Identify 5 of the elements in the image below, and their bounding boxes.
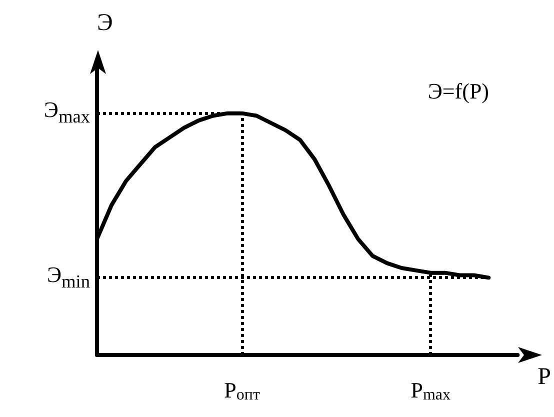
- ref-line-label: Э$_{max}$: [44, 97, 90, 129]
- ref-line-label: Э$_{min}$: [46, 262, 90, 294]
- text: Э=f(P): [428, 78, 490, 104]
- y-axis-title: Э: [97, 10, 113, 36]
- x-axis-title: P: [538, 364, 552, 390]
